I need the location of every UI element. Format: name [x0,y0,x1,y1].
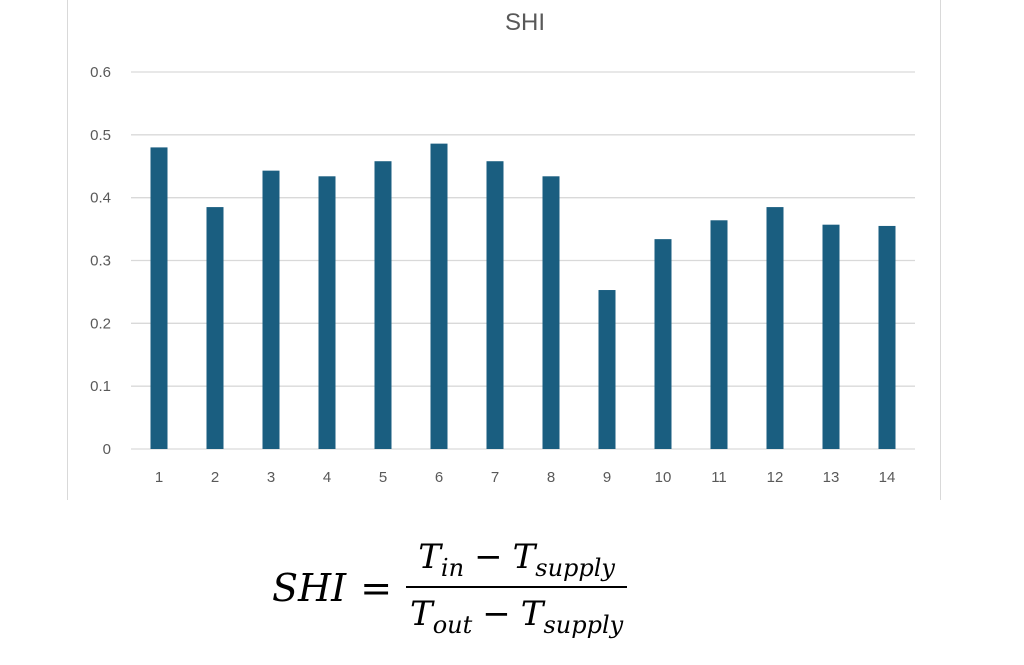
bar [206,207,224,449]
bar [766,207,784,449]
x-tick-label: 2 [211,469,219,486]
formula-num-a-sub: in [440,554,465,582]
bar [486,161,504,449]
formula-num-a: T [418,537,441,577]
formula-den-b-sub: supply [543,611,624,639]
x-tick-label: 7 [491,469,499,486]
x-tick-label: 13 [823,469,840,486]
bar [374,161,392,449]
y-tick-label: 0.4 [90,190,111,207]
bar [262,170,280,450]
y-tick-label: 0 [103,441,111,458]
y-tick-label: 0.2 [90,315,111,332]
formula-den-minus: − [482,594,511,634]
x-tick-label: 5 [379,469,387,486]
bar [430,143,448,449]
formula-num-b-sub: supply [535,554,615,582]
y-tick-label: 0.5 [90,127,111,144]
bar [710,220,728,449]
formula-den-a: T [410,594,433,634]
formula-num-b: T [512,537,536,577]
x-tick-label: 10 [655,469,672,486]
fraction-bar [406,586,628,588]
x-tick-label: 11 [711,469,727,486]
formula-numerator: Tin − Tsupply [414,537,619,582]
y-tick-label: 0.3 [90,253,111,270]
x-tick-label: 3 [267,469,275,486]
y-tick-label: 0.6 [90,64,111,81]
bar [654,239,672,449]
chart-title: SHI [505,9,545,36]
formula-lhs: SHI [272,566,347,610]
formula-den-a-sub: out [432,611,473,639]
bar [150,147,168,449]
formula-equals: = [360,566,393,610]
formula-den-b: T [520,594,544,634]
x-tick-label: 6 [435,469,443,486]
chart-frame: SHI 0 0.1 0.2 0.3 0.4 0.5 0.6 1 2 3 4 5 6 7 8 9 10 11 12 13 1… [67,0,941,500]
x-tick-label: 9 [603,469,611,486]
bar [598,290,616,449]
formula-fraction: Tin − Tsupply Tout − Tsupply [406,537,628,639]
bar [318,176,336,449]
x-tick-label: 4 [323,469,331,486]
bar [542,176,560,449]
bar [878,225,896,449]
y-tick-label: 0.1 [90,378,111,395]
x-tick-label: 12 [767,469,784,486]
x-tick-label: 14 [879,469,896,486]
formula-num-minus: − [474,537,503,577]
x-tick-label: 8 [547,469,555,486]
shi-formula: SHI = Tin − Tsupply Tout − Tsupply [272,528,628,648]
bar [822,224,840,449]
formula-denominator: Tout − Tsupply [406,594,627,639]
x-tick-label: 1 [155,469,163,486]
